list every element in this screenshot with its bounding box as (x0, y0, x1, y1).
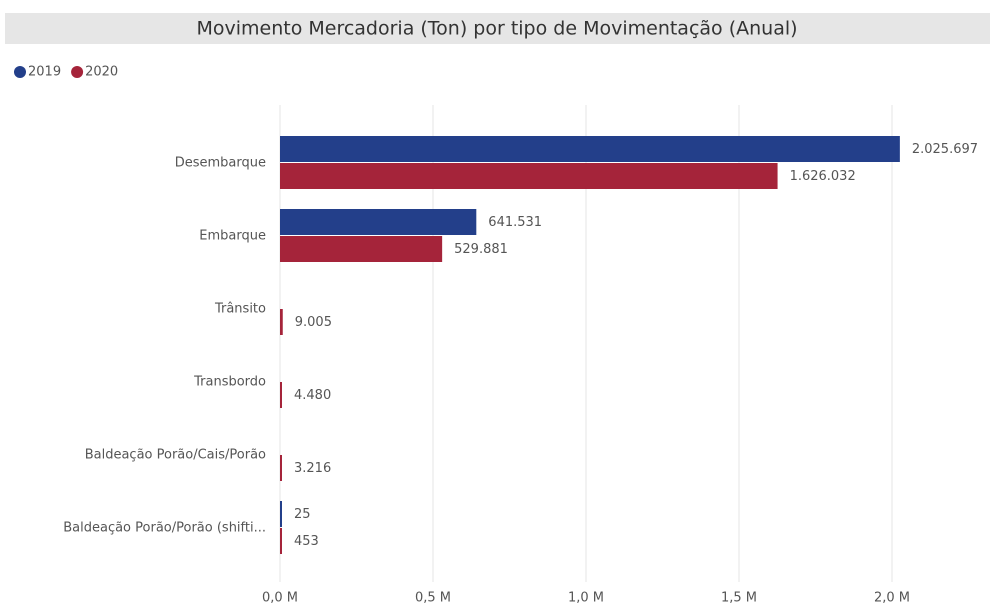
bar (280, 309, 283, 335)
chart-title: Movimento Mercadoria (Ton) por tipo de M… (196, 18, 797, 40)
y-tick-label: Transbordo (193, 375, 266, 390)
legend-swatch (14, 66, 26, 78)
bar (280, 528, 282, 554)
bar (280, 455, 282, 481)
value-label: 3.216 (294, 461, 331, 476)
bar (280, 382, 282, 408)
x-tick-label: 0,5 M (415, 591, 451, 606)
value-label: 2.025.697 (912, 142, 978, 157)
bar (280, 236, 443, 262)
title-bar (5, 13, 990, 44)
legend-label: 2019 (28, 65, 61, 80)
y-tick-label: Embarque (199, 229, 266, 244)
value-label: 4.480 (294, 388, 331, 403)
value-label: 453 (294, 534, 319, 549)
x-tick-label: 2,0 M (874, 591, 910, 606)
x-tick-label: 0,0 M (262, 591, 298, 606)
value-label: 641.531 (488, 215, 542, 230)
x-tick-label: 1,0 M (568, 591, 604, 606)
value-label: 529.881 (454, 242, 508, 257)
y-tick-label: Baldeação Porão/Porão (shifti... (63, 521, 266, 536)
value-label: 9.005 (295, 315, 332, 330)
legend-label: 2020 (85, 65, 118, 80)
y-tick-label: Desembarque (175, 156, 266, 171)
x-tick-label: 1,5 M (721, 591, 757, 606)
bar (280, 136, 900, 162)
legend-swatch (71, 66, 84, 78)
bar (280, 209, 477, 235)
y-tick-label: Baldeação Porão/Cais/Porão (85, 448, 266, 463)
bar (280, 501, 282, 527)
value-label: 25 (294, 507, 311, 522)
bar (280, 163, 778, 189)
y-tick-label: Trânsito (214, 302, 266, 317)
value-label: 1.626.032 (790, 169, 856, 184)
